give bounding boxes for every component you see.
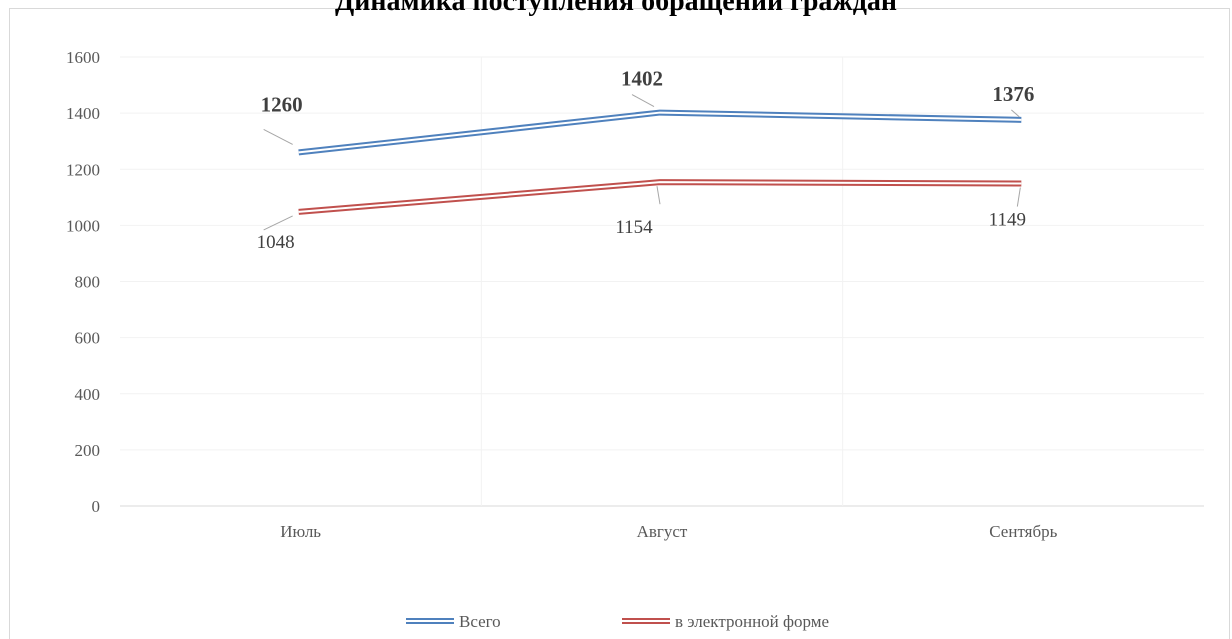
data-label-leader (656, 186, 661, 205)
data-label-leader (263, 215, 293, 231)
y-tick-label: 1200 (66, 160, 100, 179)
data-label: 1048 (257, 232, 295, 253)
gridlines (120, 56, 1204, 507)
legend: Всего в электронной форме (406, 612, 829, 631)
data-label: 1149 (989, 210, 1026, 231)
y-tick-label: 0 (92, 497, 101, 516)
x-tick-label: Август (637, 522, 688, 541)
data-label-leader (631, 94, 655, 108)
data-label-leader (1016, 187, 1021, 207)
series-lines (298, 109, 1022, 215)
data-label: 1402 (621, 67, 663, 91)
series-line-1-inner (298, 181, 1022, 213)
y-tick-label: 1600 (66, 48, 100, 67)
y-axis: 0 200 400 600 800 1000 1200 1400 1600 (66, 48, 100, 516)
x-tick-label: Июль (280, 522, 321, 541)
y-tick-label: 1400 (66, 104, 100, 123)
x-tick-label: Сентябрь (989, 522, 1057, 541)
y-tick-label: 800 (75, 273, 101, 292)
y-tick-label: 600 (75, 329, 101, 348)
legend-label: в электронной форме (675, 612, 829, 631)
series-line-0-inner (298, 111, 1022, 154)
y-tick-label: 1000 (66, 216, 100, 235)
chart-title: Динамика поступления обращений граждан (335, 0, 897, 17)
y-tick-label: 200 (75, 441, 101, 460)
legend-label: Всего (459, 612, 501, 631)
data-label-leader (263, 128, 293, 145)
data-labels: 1260 1402 1376 1048 1154 1149 (257, 67, 1035, 253)
data-label: 1376 (992, 82, 1034, 106)
data-label: 1154 (615, 217, 653, 238)
data-label-leader (1011, 109, 1020, 118)
data-label: 1260 (261, 92, 303, 116)
y-tick-label: 400 (75, 385, 101, 404)
x-axis: Июль Август Сентябрь (280, 522, 1057, 541)
series-line-1-outer (298, 179, 1022, 215)
